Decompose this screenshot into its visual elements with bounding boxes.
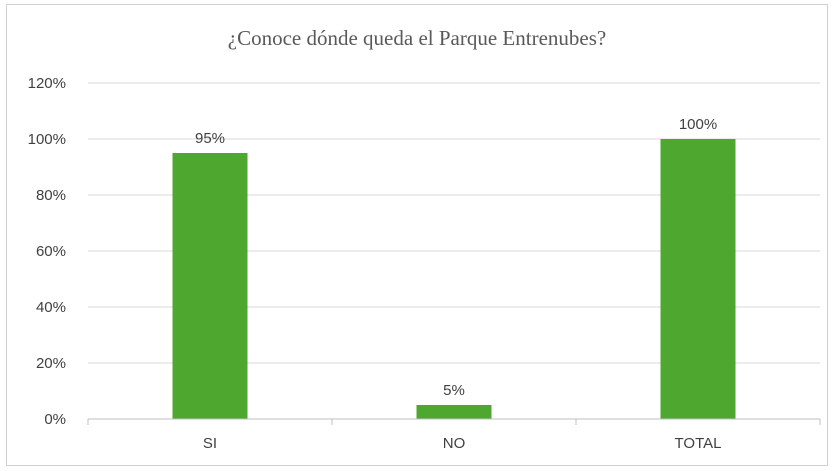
x-tick-label: NO [443, 435, 466, 452]
y-tick-label: 40% [36, 299, 66, 316]
y-tick-label: 80% [36, 187, 66, 204]
x-tick-label: SI [203, 435, 217, 452]
y-tick-label: 60% [36, 243, 66, 260]
x-tick-label: TOTAL [675, 435, 722, 452]
y-axis-ticks: 0% 20% 40% 60% 80% 100% 120% [28, 75, 66, 428]
data-labels: 95% 5% 100% [195, 116, 717, 399]
y-tick-label: 20% [36, 355, 66, 372]
y-tick-label: 100% [28, 131, 66, 148]
data-label: 95% [195, 130, 225, 147]
data-label: 5% [443, 382, 465, 399]
x-axis: SI NO TOTAL [88, 419, 820, 452]
y-tick-label: 120% [28, 75, 66, 92]
y-tick-label: 0% [44, 411, 66, 428]
bar-total [661, 139, 736, 419]
bar-no [417, 405, 492, 419]
bar-si [173, 153, 248, 419]
bars [173, 139, 736, 419]
data-label: 100% [679, 116, 717, 133]
